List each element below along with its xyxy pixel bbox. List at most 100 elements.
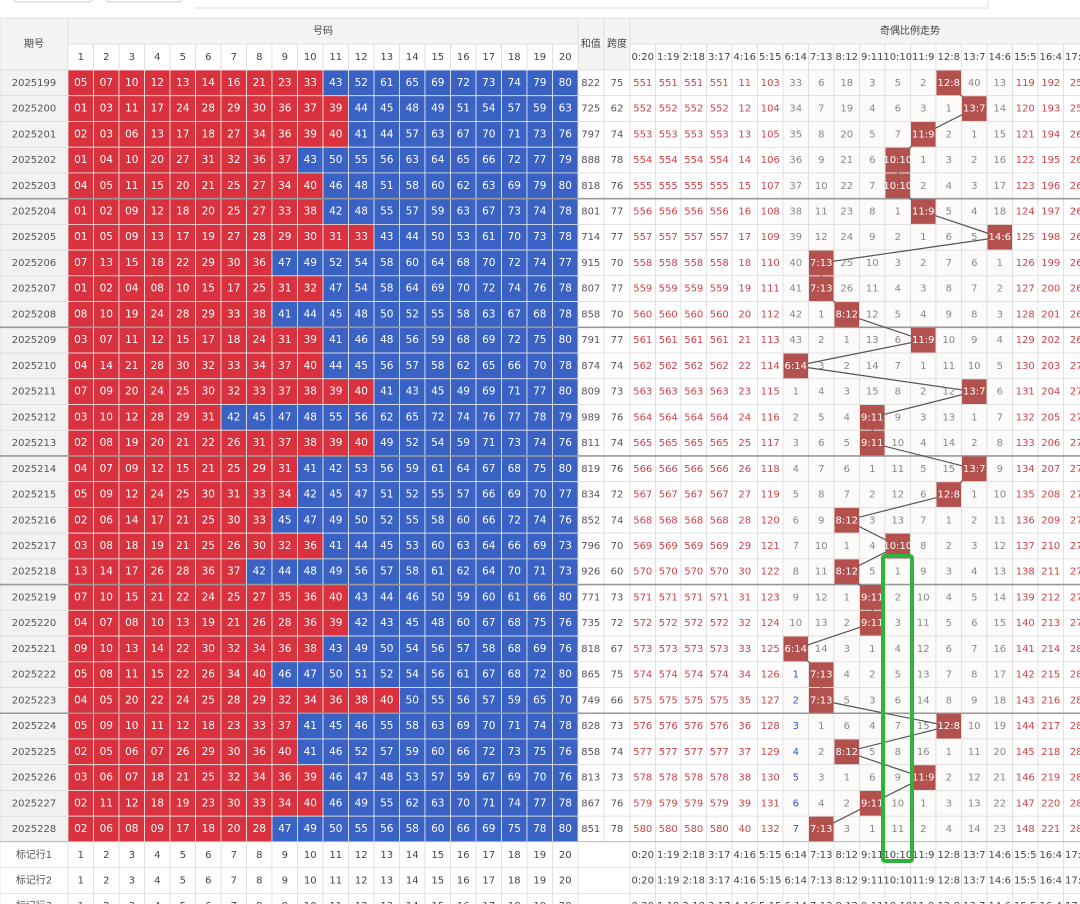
miss-count: 2 (844, 618, 850, 629)
number: 39 (329, 617, 342, 629)
sum-cell (577, 172, 605, 199)
miss-count: 3 (920, 412, 926, 423)
miss-count: 2 (971, 155, 977, 166)
number-cell (93, 249, 120, 277)
number: 18 (125, 540, 138, 552)
tab-button[interactable] (105, 0, 183, 3)
miss-count: 25 (840, 258, 853, 269)
miss-count: 572 (710, 618, 729, 629)
number: 40 (329, 591, 342, 603)
number: 37 (278, 437, 291, 449)
footer-column-label: 11:9 (912, 875, 934, 886)
span: 67 (611, 644, 624, 655)
miss-count: 21 (840, 155, 853, 166)
number: 36 (329, 694, 343, 706)
number: 44 (380, 591, 394, 603)
miss-count: 14 (968, 824, 981, 835)
miss-count: 554 (684, 155, 703, 166)
number: 04 (74, 180, 88, 192)
number: 33 (253, 720, 266, 732)
number: 28 (278, 617, 291, 629)
number: 34 (278, 180, 292, 192)
miss-count: 8 (818, 129, 824, 140)
hit-label: 9:11 (861, 592, 883, 603)
number: 19 (202, 231, 215, 243)
number: 10 (125, 720, 138, 732)
miss-count: 580 (684, 824, 703, 835)
number: 58 (431, 360, 444, 372)
number: 72 (533, 669, 546, 681)
number: 03 (74, 334, 87, 346)
number: 03 (74, 540, 87, 552)
number: 57 (380, 566, 393, 578)
span: 78 (611, 155, 624, 166)
span: 77 (611, 207, 624, 218)
number-cell (399, 121, 426, 148)
number-cell (144, 95, 171, 122)
trend-cell (1037, 95, 1064, 122)
number: 49 (304, 257, 317, 269)
trend-cell (680, 198, 707, 225)
number: 28 (227, 694, 240, 706)
footer-column-label: 7 (231, 850, 237, 861)
miss-count: 118 (761, 464, 780, 475)
miss-count: 3 (997, 309, 1003, 320)
trend-cell (1037, 172, 1064, 199)
number: 09 (100, 386, 113, 398)
number: 51 (457, 103, 470, 115)
number: 57 (482, 694, 495, 706)
miss-count: 27 (1070, 592, 1080, 603)
footer-column-label: 1:19 (657, 875, 679, 886)
miss-count: 1 (793, 387, 799, 398)
period: 2025228 (12, 824, 57, 835)
miss-count: 128 (761, 721, 780, 732)
period: 2025216 (12, 515, 57, 526)
number: 22 (176, 669, 189, 681)
number: 26 (151, 566, 165, 578)
miss-count: 571 (633, 592, 652, 603)
number: 55 (380, 720, 393, 732)
number: 78 (559, 206, 572, 218)
miss-count: 14 (917, 695, 930, 706)
miss-count: 558 (710, 258, 729, 269)
trend-cell (808, 95, 835, 122)
miss-count: 139 (1016, 592, 1035, 603)
number-cell (399, 326, 426, 354)
miss-count: 16 (738, 207, 751, 218)
number: 13 (176, 77, 189, 89)
footer-column-label: 5 (180, 875, 186, 886)
number: 38 (355, 694, 368, 706)
trend-cell (629, 146, 656, 174)
miss-count: 573 (684, 644, 703, 655)
hit-label: 9:11 (861, 412, 883, 423)
tab-button[interactable] (13, 0, 93, 3)
header-label: 跨度 (607, 37, 627, 50)
column-label: 4:16 (734, 52, 756, 63)
number: 59 (457, 591, 470, 603)
number: 06 (100, 514, 114, 526)
trend-cell (757, 249, 784, 277)
number: 45 (329, 308, 342, 320)
number: 08 (125, 823, 138, 835)
footer-column-label: 5 (180, 850, 186, 861)
trend-cell (680, 301, 707, 328)
trend-cell (986, 275, 1013, 302)
number: 34 (278, 797, 292, 809)
span: 76 (611, 464, 624, 475)
number: 18 (151, 772, 164, 784)
trend-cell (986, 198, 1013, 225)
miss-count: 40 (738, 824, 751, 835)
trend-cell (910, 301, 937, 328)
number: 54 (355, 257, 369, 269)
number: 09 (151, 823, 164, 835)
miss-count: 1 (818, 721, 824, 732)
miss-count: 10 (993, 490, 1006, 501)
miss-count: 18 (993, 207, 1006, 218)
miss-count: 38 (738, 773, 751, 784)
column-label: 9 (282, 52, 288, 63)
number: 41 (329, 540, 342, 552)
number: 44 (304, 308, 318, 320)
miss-count: 6 (793, 515, 799, 526)
miss-count: 1 (997, 258, 1003, 269)
